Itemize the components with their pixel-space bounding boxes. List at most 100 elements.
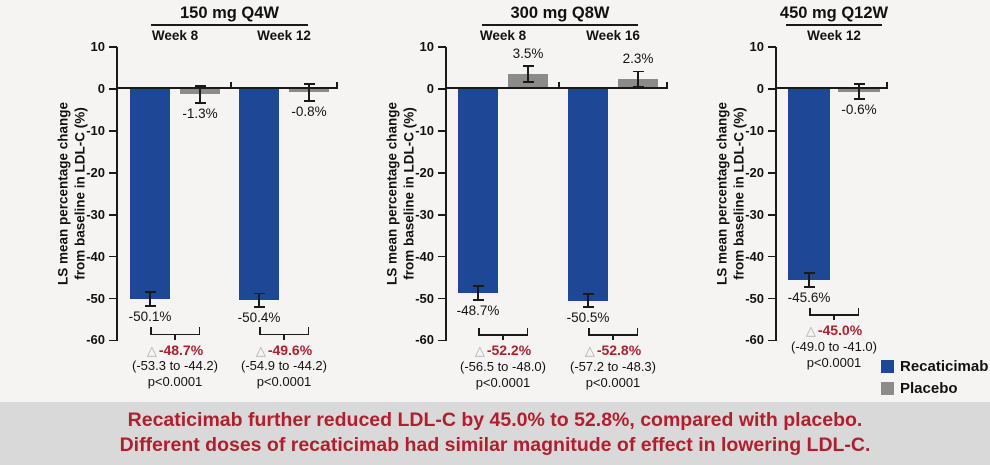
y-axis-title-line: from baseline in LDL-C (%) [731,107,746,280]
error-bar-line [199,86,201,103]
y-axis-title-line: LS mean percentage change [714,101,730,286]
y-tick-label: -60 [745,332,764,348]
delta-value: -45.0% [817,322,863,339]
comparison-bracket-end [259,327,261,336]
y-tick [438,46,446,48]
banner-line-1: Recaticimab further reduced LDL-C by 45.… [127,409,863,431]
y-tick [109,130,117,132]
bar-recaticimab [788,89,830,281]
delta-annotation: △ -48.7% [90,342,260,359]
delta-triangle-icon: △ [255,342,266,358]
bar-recaticimab [458,89,498,294]
delta-triangle-icon: △ [146,342,157,358]
y-tick-label: -10 [86,122,105,138]
panel-title: 450 mg Q12W [779,4,889,22]
error-bar-cap [853,83,865,85]
legend: Recaticimab Placebo [881,355,988,399]
y-tick-label: -10 [415,122,434,138]
error-bar-cap [803,272,815,274]
week-label: Week 12 [257,28,311,43]
y-tick [109,339,117,342]
error-bar-cap [144,304,156,307]
y-tick-label: -40 [745,248,764,264]
error-bar-line [308,83,310,101]
baseline-tick [336,81,338,88]
delta-triangle-icon: △ [474,343,485,359]
ci-range: (-56.5 to -48.0) [460,358,546,374]
bar-value-label: -50.1% [128,308,172,324]
week-label: Week 8 [479,28,527,43]
error-bar-line [637,71,639,88]
y-tick-label: -30 [415,206,434,222]
y-tick [109,46,117,48]
baseline-tick [666,81,668,88]
comparison-bracket-tick [833,314,835,321]
bar-recaticimab [239,89,279,301]
title-underline [482,24,638,26]
ci-range: (-57.2 to -48.3) [570,358,656,374]
bar-value-label: -48.7% [456,302,500,318]
legend-label-recaticimab: Recaticimab [900,357,989,375]
y-tick-label: -20 [415,164,434,180]
y-tick [768,171,776,174]
delta-annotation: △ -52.2% [418,342,588,359]
error-bar-cap [803,286,815,289]
comparison-bracket-end [198,327,200,336]
legend-item-recaticimab: Recaticimab [881,355,988,377]
bar-value-label: -0.6% [841,102,877,118]
legend-label-placebo: Placebo [900,379,958,397]
bar-value-label: 2.3% [622,51,654,67]
y-tick-label: 0 [756,81,764,96]
y-tick-label: -10 [745,122,764,138]
error-bar-cap [303,83,315,85]
y-tick [768,339,776,342]
week-label: Week 12 [807,28,861,43]
delta-annotation: △ -45.0% [749,322,919,339]
y-axis-line [775,47,777,341]
y-axis-title: LS mean percentage change from baseline i… [715,44,748,344]
ci-range: (-49.0 to -41.0) [791,338,877,354]
comparison-bracket-end [809,307,811,316]
comparison-bracket-end [526,327,528,336]
comparison-bracket-end [307,327,309,336]
title-underline [786,24,882,26]
y-tick-label: -40 [415,248,434,264]
y-tick-label: 10 [749,39,764,55]
summary-banner: Recaticimab further reduced LDL-C by 45.… [0,402,990,465]
zero-line [447,87,668,90]
y-axis-title: LS mean percentage change from baseline i… [56,44,89,344]
y-tick [438,171,446,174]
error-bar-line [858,83,860,100]
y-tick [768,297,776,300]
y-tick [438,130,446,132]
y-tick-label: 0 [426,81,434,96]
delta-triangle-icon: △ [805,323,816,339]
delta-triangle-icon: △ [584,343,595,359]
comparison-bracket-end [478,327,480,336]
y-axis-line [445,47,447,341]
y-tick [438,255,446,258]
error-bar-cap [144,291,156,294]
bar-value-label: -45.6% [787,290,831,306]
y-tick [109,213,117,216]
legend-item-placebo: Placebo [881,377,988,399]
y-tick-label: -40 [86,248,105,264]
error-bar-cap [253,292,265,295]
y-tick-label: 0 [97,81,105,96]
y-axis-title: LS mean percentage change from baseline i… [385,44,418,344]
y-tick [109,171,117,174]
week-label: Week 16 [586,28,640,43]
y-axis-title-line: from baseline in LDL-C (%) [72,107,87,280]
y-tick-label: -60 [86,332,105,348]
y-tick-label: 10 [419,39,434,55]
y-tick [109,88,117,90]
y-tick-label: 10 [90,39,105,55]
recaticimab-swatch-icon [881,359,894,373]
error-bar-cap [632,70,644,73]
y-tick [768,46,776,48]
ci-range: (-53.3 to -44.2) [132,358,218,374]
error-bar-cap [582,292,594,295]
y-tick [438,297,446,300]
p-value: p<0.0001 [806,354,862,370]
comparison-bracket-tick [283,333,285,340]
